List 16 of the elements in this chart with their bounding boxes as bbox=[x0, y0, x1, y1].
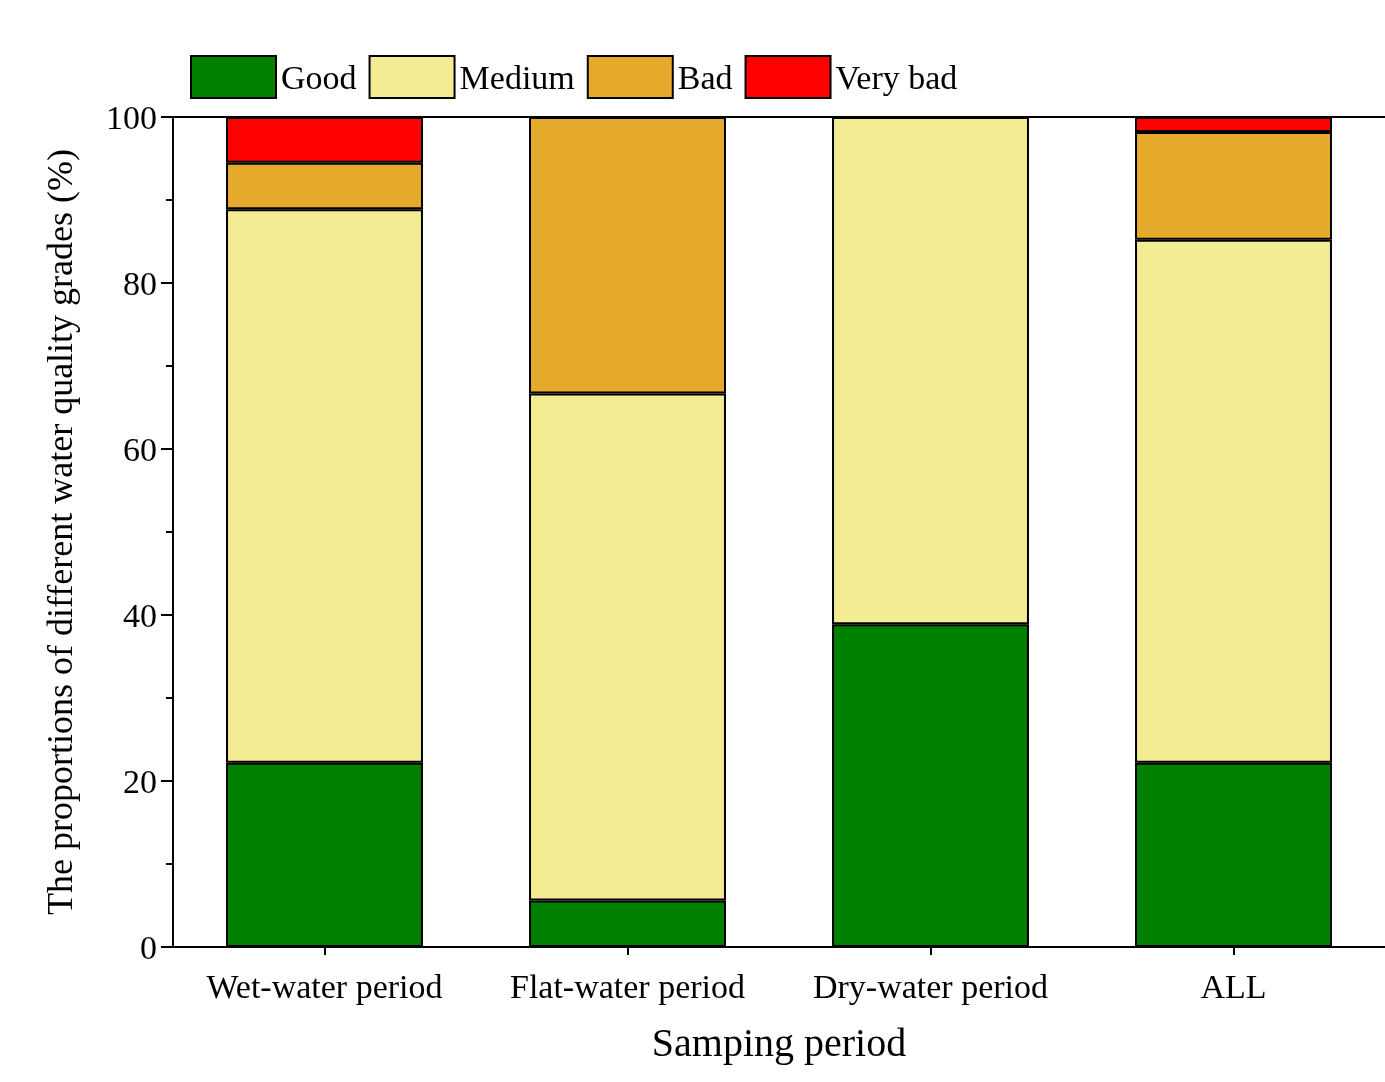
x-axis-title: Samping period bbox=[651, 1019, 907, 1065]
y-tick-label: 100 bbox=[106, 98, 157, 136]
y-tick-label: 20 bbox=[123, 762, 157, 800]
legend-label: Bad bbox=[677, 58, 733, 96]
y-tick-label: 40 bbox=[123, 596, 157, 634]
x-tick-label: Wet-water period bbox=[206, 967, 443, 1005]
y-tick-label: 0 bbox=[140, 928, 157, 966]
x-tick-label: ALL bbox=[1200, 967, 1267, 1005]
legend-label: Good bbox=[281, 58, 357, 96]
x-tick-label: Dry-water period bbox=[812, 967, 1049, 1005]
y-axis-title: The proportions of different water quality grades (%) bbox=[40, 148, 80, 916]
legend-label: Very bad bbox=[835, 58, 958, 96]
y-tick-label: 80 bbox=[123, 264, 157, 302]
x-tick-label: Flat-water period bbox=[509, 967, 746, 1005]
legend-label: Medium bbox=[459, 58, 575, 96]
y-tick-label: 60 bbox=[123, 430, 157, 468]
